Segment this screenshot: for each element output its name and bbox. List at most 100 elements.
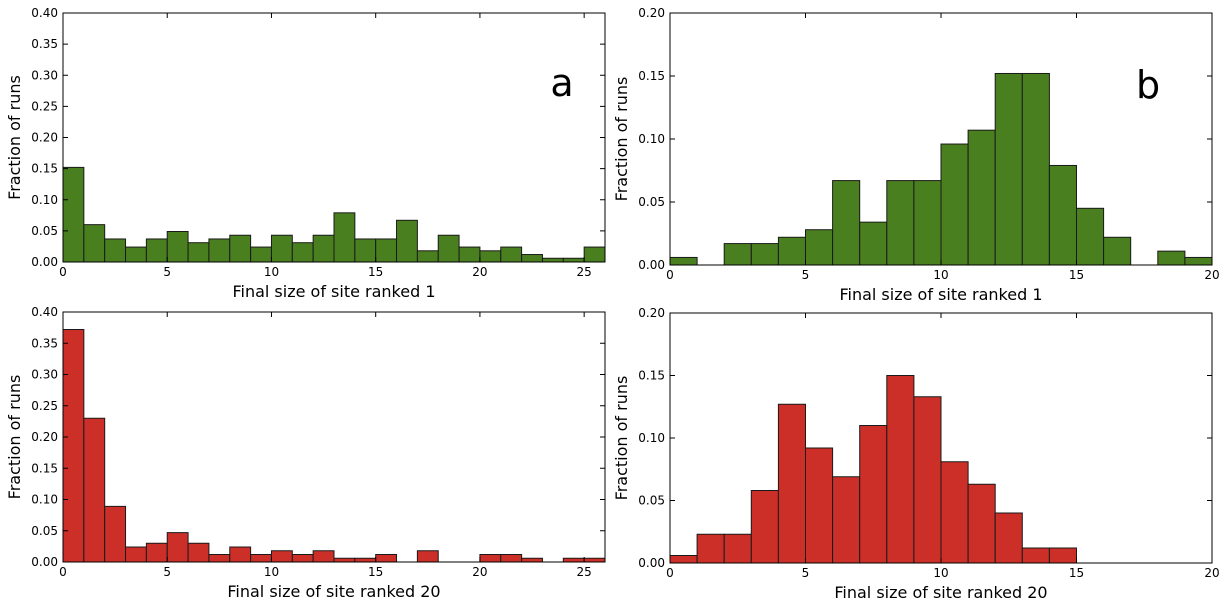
x-tick-label: 25	[577, 565, 592, 579]
histogram-bar	[125, 246, 147, 263]
histogram-bar	[291, 554, 314, 563]
histogram-bar	[354, 557, 377, 563]
histogram-bar	[886, 180, 915, 266]
histogram-bar	[750, 243, 779, 266]
y-axis-label: Fraction of runs	[5, 375, 24, 500]
histogram-bar	[229, 234, 252, 263]
x-tick-label: 0	[59, 265, 67, 279]
histogram-bar	[500, 246, 523, 263]
histogram-bar	[187, 542, 210, 563]
x-tick-label: 15	[368, 565, 383, 579]
y-tick-label: 0.10	[638, 132, 665, 146]
histogram-bar	[166, 230, 189, 263]
histogram-bar	[583, 246, 606, 263]
y-tick-label: 0.10	[31, 193, 58, 207]
histogram-bar	[805, 447, 834, 564]
x-tick-label: 0	[666, 268, 674, 282]
x-tick-label: 20	[1204, 566, 1219, 580]
histogram-bar	[104, 505, 127, 563]
y-tick-label: 0.30	[31, 68, 58, 82]
y-axis-label: Fraction of runs	[5, 75, 24, 200]
histogram-bar	[479, 554, 502, 563]
histogram-bar	[913, 180, 942, 266]
x-tick-label: 5	[802, 268, 810, 282]
y-tick-label: 0.10	[31, 493, 58, 507]
x-tick-label: 25	[577, 265, 592, 279]
histogram-bar	[913, 396, 942, 564]
histogram-bar	[62, 166, 85, 263]
histogram-bar	[375, 554, 398, 563]
histogram-bar	[104, 238, 127, 263]
histogram-bar	[437, 234, 460, 263]
x-tick-label: 15	[1069, 268, 1084, 282]
y-tick-label: 0.35	[31, 37, 58, 51]
histogram-bar	[562, 557, 585, 563]
histogram-bar	[940, 143, 969, 266]
x-axis-label: Final size of site ranked 1	[839, 285, 1042, 304]
x-tick-label: 0	[666, 566, 674, 580]
histogram-bar	[375, 238, 398, 263]
y-tick-label: 0.30	[31, 368, 58, 382]
histogram-bar	[967, 483, 996, 564]
histogram-bar	[859, 221, 888, 266]
histogram-bar	[83, 224, 106, 263]
panel-label: a	[550, 61, 573, 105]
y-tick-label: 0.25	[31, 399, 58, 413]
y-tick-label: 0.20	[638, 6, 665, 20]
y-tick-label: 0.05	[638, 494, 665, 508]
histogram-bar	[500, 554, 523, 563]
y-tick-label: 0.35	[31, 336, 58, 350]
histogram-bar	[1021, 547, 1050, 564]
x-tick-label: 5	[163, 265, 171, 279]
x-axis-label: Final size of site ranked 20	[227, 582, 440, 599]
y-tick-label: 0.05	[31, 524, 58, 538]
histogram-bar	[967, 129, 996, 266]
histogram-bar	[541, 257, 564, 263]
histogram-bar	[583, 557, 606, 563]
y-tick-label: 0.25	[31, 99, 58, 113]
y-tick-label: 0.15	[31, 461, 58, 475]
histogram-bar	[62, 329, 85, 563]
histogram-bar	[208, 554, 231, 563]
histogram-bar	[750, 490, 779, 564]
y-axis-label: Fraction of runs	[612, 77, 631, 202]
histogram-bar	[696, 533, 725, 564]
histogram-bar	[1184, 256, 1213, 266]
x-tick-label: 10	[264, 265, 279, 279]
x-axis-label: Final size of site ranked 20	[834, 583, 1047, 599]
histogram-bar	[354, 238, 377, 263]
histogram-bar	[723, 533, 752, 564]
y-tick-label: 0.00	[31, 555, 58, 569]
histogram-bar	[832, 476, 861, 564]
histogram-bar	[145, 238, 168, 263]
histogram-bar	[250, 246, 272, 263]
x-tick-label: 20	[472, 565, 487, 579]
histogram-bar	[521, 254, 543, 263]
histogram-bar	[777, 236, 807, 266]
histogram-bar	[333, 212, 356, 263]
histogram-bar	[832, 180, 861, 266]
histogram-bar	[1076, 207, 1105, 266]
y-tick-label: 0.20	[31, 430, 58, 444]
x-tick-label: 5	[163, 565, 171, 579]
x-axis-label: Final size of site ranked 1	[232, 282, 435, 301]
histogram-bar	[1048, 547, 1078, 564]
x-tick-label: 10	[264, 565, 279, 579]
y-tick-label: 0.40	[31, 305, 58, 319]
axes-frame	[62, 311, 606, 563]
histogram-bar	[1157, 250, 1186, 266]
y-tick-label: 0.10	[638, 431, 665, 445]
histogram-bar	[270, 234, 293, 263]
histogram-bar	[333, 557, 356, 563]
histogram-bar	[805, 229, 834, 266]
histogram-bar	[669, 555, 698, 564]
histogram-panel-2: 0.00 0.05 0.10 0.15 0.20 0 5 10 15 20 Final size o…	[612, 6, 1220, 304]
x-tick-label: 20	[1204, 268, 1219, 282]
histogram-bar	[1048, 164, 1078, 266]
y-axis-label: Fraction of runs	[612, 376, 631, 501]
histogram-bar	[886, 375, 915, 564]
histogram-bar	[994, 72, 1023, 266]
histogram-bar	[145, 542, 168, 563]
histogram-bar	[416, 250, 439, 263]
